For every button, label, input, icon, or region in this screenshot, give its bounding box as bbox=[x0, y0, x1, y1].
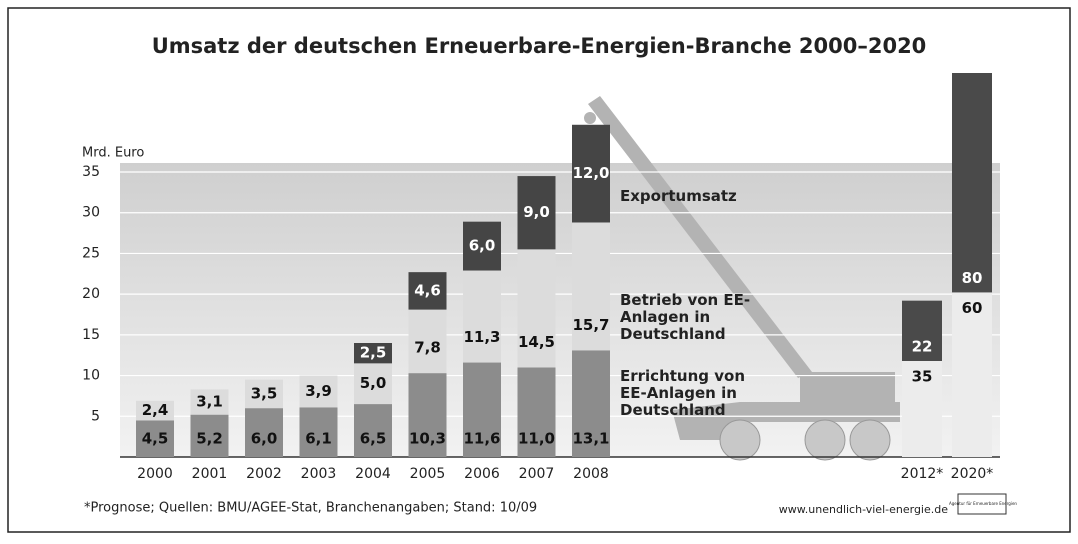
value-label: 6,0 bbox=[251, 430, 278, 448]
value-label: 5,0 bbox=[360, 374, 387, 392]
value-label: 14,5 bbox=[518, 333, 555, 351]
value-label: 9,0 bbox=[523, 203, 550, 221]
bar-segment bbox=[952, 292, 992, 457]
value-label: 6,1 bbox=[305, 430, 332, 448]
page: Umsatz der deutschen Erneuerbare-Energie… bbox=[0, 0, 1078, 540]
x-tick-label: 2005 bbox=[410, 466, 446, 482]
x-tick-label: 2007 bbox=[519, 466, 555, 482]
value-label: 12,0 bbox=[572, 164, 609, 182]
value-label: 80 bbox=[962, 269, 983, 287]
value-label: 4,5 bbox=[142, 430, 169, 448]
value-label: 60 bbox=[962, 299, 983, 317]
legend-label: Betrieb von EE-Anlagen in Deutschland bbox=[620, 292, 755, 343]
x-tick-label: 2012* bbox=[901, 466, 944, 482]
value-label: 11,6 bbox=[463, 430, 500, 448]
x-tick-label: 2006 bbox=[464, 466, 500, 482]
x-tick-label: 2001 bbox=[192, 466, 228, 482]
value-label: 22 bbox=[912, 338, 933, 356]
value-label: 35 bbox=[912, 368, 933, 386]
value-label: 4,6 bbox=[414, 281, 441, 299]
value-label: 11,0 bbox=[518, 430, 555, 448]
y-tick-label: 10 bbox=[82, 368, 100, 384]
x-tick-label: 2004 bbox=[355, 466, 391, 482]
value-label: 13,1 bbox=[572, 430, 609, 448]
value-label: 6,0 bbox=[469, 237, 496, 255]
value-label: 11,3 bbox=[463, 328, 500, 346]
value-label: 6,5 bbox=[360, 430, 387, 448]
logo-text: Agentur für Erneuerbare Energien bbox=[949, 501, 1017, 506]
y-tick-label: 15 bbox=[82, 327, 100, 343]
x-tick-label: 2002 bbox=[246, 466, 282, 482]
value-label: 15,7 bbox=[572, 316, 609, 334]
footnote: *Prognose; Quellen: BMU/AGEE-Stat, Branc… bbox=[84, 501, 537, 516]
y-tick-label: 30 bbox=[82, 205, 100, 221]
legend-label: Errichtung von EE-Anlagen in Deutschland bbox=[620, 368, 755, 419]
value-label: 3,9 bbox=[305, 382, 332, 400]
value-label: 3,5 bbox=[251, 384, 278, 402]
y-tick-label: 5 bbox=[91, 408, 100, 424]
bar-segment bbox=[463, 271, 501, 363]
y-axis-label: Mrd. Euro bbox=[82, 146, 144, 161]
y-tick-label: 35 bbox=[82, 164, 100, 180]
bar-segment bbox=[952, 73, 992, 292]
x-tick-label: 2000 bbox=[137, 466, 173, 482]
legend-label: Exportumsatz bbox=[620, 188, 780, 205]
value-label: 10,3 bbox=[409, 430, 446, 448]
value-label: 2,5 bbox=[360, 344, 387, 362]
x-tick-label: 2008 bbox=[573, 466, 609, 482]
x-tick-label: 2003 bbox=[301, 466, 337, 482]
value-label: 2,4 bbox=[142, 401, 169, 419]
chart: Umsatz der deutschen Erneuerbare-Energie… bbox=[0, 0, 1078, 540]
value-label: 3,1 bbox=[196, 393, 223, 411]
value-label: 5,2 bbox=[196, 430, 223, 448]
x-tick-label: 2020* bbox=[951, 466, 994, 482]
source-url: www.unendlich-viel-energie.de bbox=[779, 503, 948, 516]
chart-title: Umsatz der deutschen Erneuerbare-Energie… bbox=[152, 34, 927, 58]
y-tick-label: 25 bbox=[82, 245, 100, 261]
y-tick-label: 20 bbox=[82, 286, 100, 302]
value-label: 7,8 bbox=[414, 339, 441, 357]
